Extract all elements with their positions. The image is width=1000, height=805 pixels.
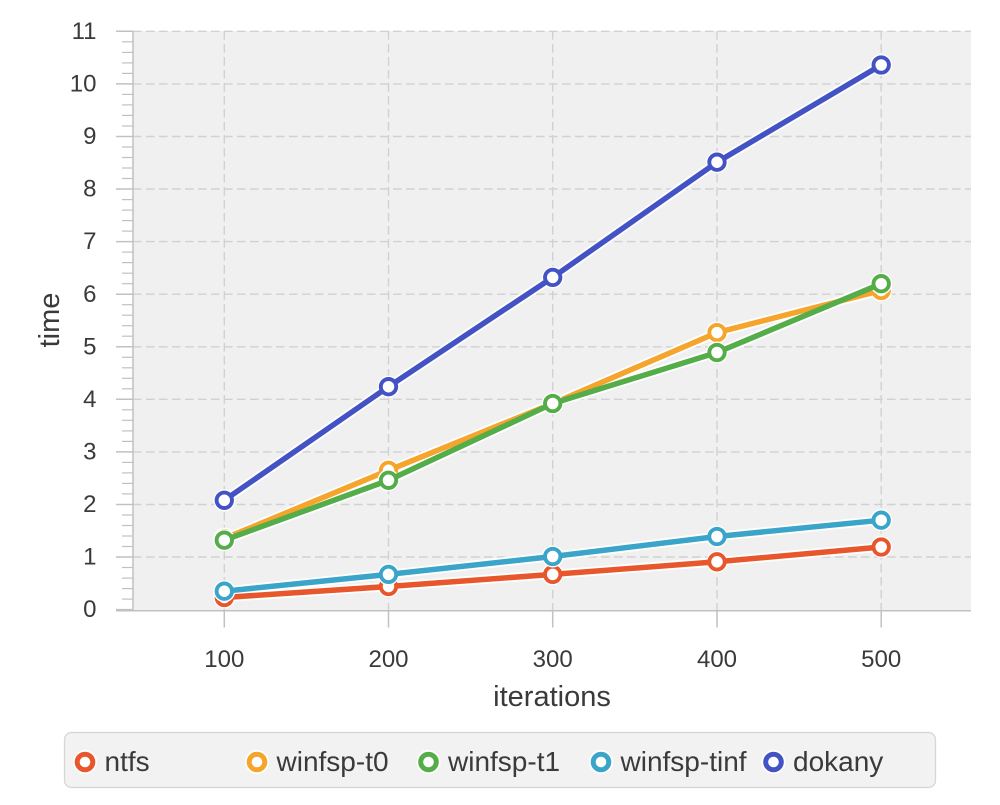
- svg-text:dokany: dokany: [793, 746, 883, 777]
- svg-text:200: 200: [368, 646, 408, 673]
- svg-text:6: 6: [83, 281, 96, 308]
- svg-text:time: time: [34, 293, 66, 348]
- svg-text:0: 0: [83, 596, 96, 623]
- svg-text:winfsp-tinf: winfsp-tinf: [620, 746, 747, 777]
- svg-text:400: 400: [697, 646, 737, 673]
- svg-text:ntfs: ntfs: [105, 746, 150, 777]
- svg-text:5: 5: [83, 333, 96, 360]
- svg-text:4: 4: [83, 386, 96, 413]
- svg-text:7: 7: [83, 228, 96, 255]
- svg-text:winfsp-t1: winfsp-t1: [447, 746, 560, 777]
- svg-text:500: 500: [861, 646, 901, 673]
- svg-text:2: 2: [83, 491, 96, 518]
- svg-text:1: 1: [83, 544, 96, 571]
- svg-text:9: 9: [83, 123, 96, 150]
- svg-text:10: 10: [70, 71, 97, 98]
- svg-text:iterations: iterations: [493, 681, 611, 713]
- svg-text:11: 11: [72, 18, 97, 45]
- svg-text:8: 8: [83, 176, 96, 203]
- svg-text:3: 3: [83, 439, 96, 466]
- svg-text:300: 300: [533, 646, 573, 673]
- svg-text:100: 100: [204, 646, 244, 673]
- svg-text:winfsp-t0: winfsp-t0: [276, 746, 389, 777]
